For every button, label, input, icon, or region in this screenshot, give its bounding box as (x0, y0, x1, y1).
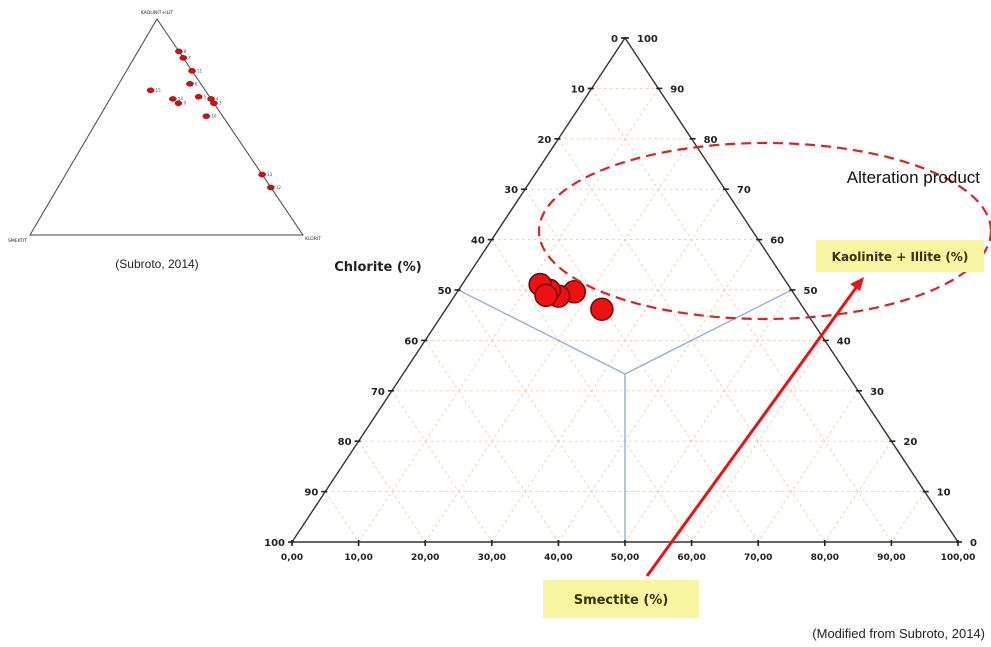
inset-point (186, 81, 194, 87)
grid-line (324, 491, 359, 543)
field-divider (458, 289, 626, 375)
chlorite-axis-label: Chlorite (%) (334, 260, 422, 275)
smectite-tick-label: 40,00 (544, 553, 572, 563)
smectite-tick-label: 30,00 (478, 553, 506, 563)
kaolinite-tick-label: 30 (870, 387, 884, 398)
grid-line (624, 289, 792, 543)
smectite-tick-label: 100,00 (941, 553, 976, 563)
smectite-tick-label: 60,00 (677, 553, 705, 563)
chlorite-tick-label: 70 (371, 387, 385, 398)
inset-point-label: 4 (216, 96, 219, 101)
smectite-tick-label: 20,00 (411, 553, 439, 563)
inset-point (188, 68, 196, 74)
field-divider (624, 289, 792, 375)
chlorite-tick-label: 10 (571, 84, 585, 95)
smectite-tick-label: 70,00 (744, 553, 772, 563)
chlorite-tick-label: 30 (504, 185, 518, 196)
inset-point-label: 3 (219, 101, 222, 106)
data-point (590, 297, 614, 321)
smectite-tick-label: 80,00 (811, 553, 839, 563)
inset-point (168, 96, 177, 102)
kaolinite-tick-label: 90 (670, 84, 684, 95)
grid-line (424, 340, 559, 543)
chlorite-tick-label: 90 (304, 488, 318, 499)
inset-point-label: 5 (204, 94, 207, 99)
kaolinite-tick-label: 70 (737, 185, 751, 196)
inset-point-label: 14 (178, 96, 184, 101)
smectite-label-box (543, 580, 699, 618)
inset-point (146, 87, 155, 94)
smectite-axis-label: Smectite (%) (574, 593, 669, 608)
chlorite-tick-label: 60 (404, 336, 418, 347)
inset-point-label: 13 (267, 172, 273, 177)
inset-point (267, 184, 275, 191)
chlorite-tick-label: 50 (438, 286, 452, 297)
inset-point-label: 8 (184, 49, 187, 54)
arrow-line (645, 284, 860, 577)
inset-vertex-right: KLORIT (305, 236, 321, 242)
inset-point-label: 10 (211, 114, 217, 119)
inset-point (194, 93, 203, 100)
inset-point-label: 6 (195, 81, 198, 86)
main-points (528, 272, 614, 321)
main-dividers (458, 289, 792, 542)
inset-vertex-top: KAOLINIT+ILIT (141, 10, 174, 16)
kaolinite-tick-label: 60 (770, 236, 784, 247)
grid-line (691, 340, 826, 543)
kaolinite-tick-label: 80 (704, 135, 718, 146)
main-caption: (Modified from Subroto, 2014) (812, 626, 985, 641)
chlorite-tick-label: 20 (537, 135, 551, 146)
inset-point (258, 171, 266, 178)
chlorite-tick-label: 80 (338, 437, 352, 448)
kaolinite-tick-label: 20 (903, 437, 917, 448)
chlorite-tick-label: 100 (264, 538, 285, 549)
inset-point (175, 48, 183, 55)
inset-caption: (Subroto, 2014) (115, 257, 198, 271)
kaolinite-tick-label: 0 (970, 538, 977, 549)
inset-point-label: 11 (197, 68, 203, 73)
inset-point-label: 12 (276, 185, 282, 190)
kaolinite-tick-label: 100 (637, 34, 658, 45)
smectite-tick-label: 90,00 (877, 553, 905, 563)
grid-line (391, 390, 493, 543)
inset-triangle (29, 18, 304, 236)
grid-line (757, 390, 859, 543)
grid-line (824, 440, 892, 543)
smectite-tick-label: 50,00 (611, 553, 639, 563)
alteration-ellipse (537, 141, 991, 321)
inset-point-label: 15 (156, 88, 162, 93)
kaolinite-tick-label: 10 (937, 488, 951, 499)
grid-line (891, 491, 926, 543)
smectite-tick-label: 10,00 (344, 553, 372, 563)
arrow-head (850, 277, 864, 291)
smectite-tick-label: 0,00 (281, 553, 303, 563)
kaolinite-tick-label: 50 (804, 286, 818, 297)
kaolinite-axis-label: Kaolinite + Illite (%) (832, 250, 969, 264)
inset-point (179, 55, 188, 61)
alteration-label: Alteration product (847, 168, 981, 187)
data-point (534, 283, 558, 308)
kaolinite-tick-label: 40 (837, 336, 851, 347)
grid-line (358, 440, 426, 543)
inset-point (202, 113, 211, 119)
chlorite-tick-label: 40 (471, 236, 485, 247)
inset-point (174, 100, 183, 107)
inset-vertex-left: SMEKTIT (8, 238, 27, 244)
inset-point-label: 7 (188, 55, 191, 60)
kaolinite-label-box (816, 240, 984, 272)
inset-point (210, 100, 218, 107)
inset-point-label: 9 (183, 101, 186, 106)
inset-ternary: KAOLINIT+ILIT SMEKTIT KLORIT 87 11 6 5 15 149… (8, 10, 321, 271)
grid-line (458, 289, 626, 543)
chlorite-tick-label: 0 (611, 34, 618, 45)
